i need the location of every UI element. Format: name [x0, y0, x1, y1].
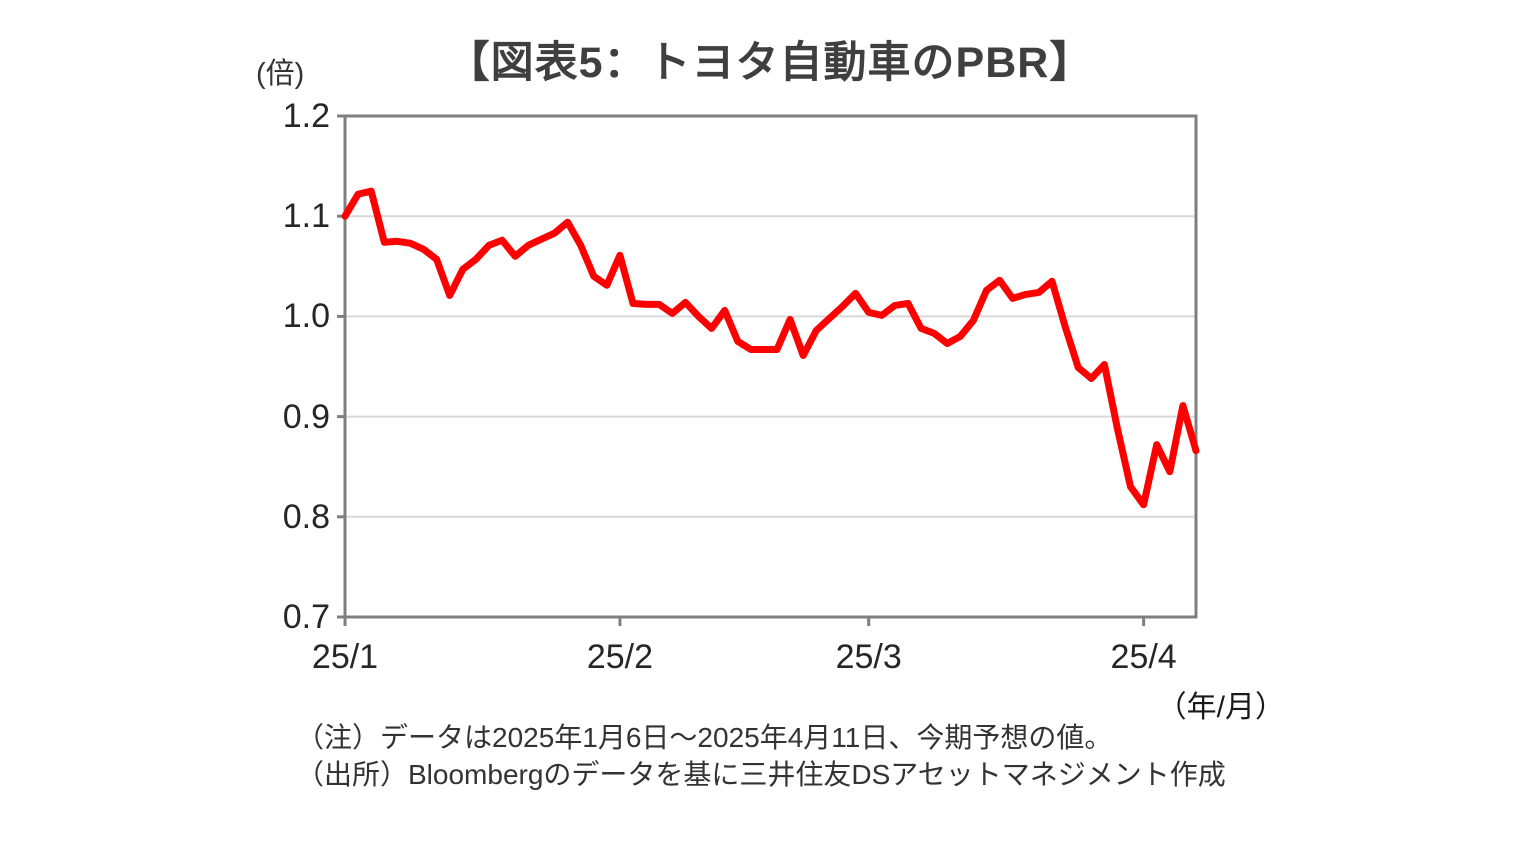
chart-title: 【図表5：トヨタ自動車のPBR】 [446, 39, 1094, 87]
plot-border [343, 114, 1198, 619]
y-tick-label: 0.9 [282, 397, 330, 436]
pbr-line [341, 187, 1200, 509]
y-tick-label: 1.0 [282, 297, 330, 336]
x-tick-label: 25/2 [586, 638, 654, 676]
chart-notes: （注）データは2025年1月6日～2025年4月11日、今期予想の値。 （出所）… [296, 719, 1226, 793]
source-line: （出所）Bloombergのデータを基に三井住友DSアセットマネジメント作成 [296, 759, 1226, 790]
y-tick-label: 1.1 [282, 197, 330, 236]
x-tick-label: 25/3 [835, 638, 902, 676]
x-axis-unit-label: （年/月） [1156, 691, 1285, 724]
x-tick-label: 25/1 [311, 638, 379, 676]
note-line: （注）データは2025年1月6日～2025年4月11日、今期予想の値。 [296, 722, 1113, 753]
y-axis-unit-label: (倍) [256, 58, 305, 90]
y-tick-label: 0.7 [282, 598, 330, 636]
y-tick-label: 0.8 [282, 497, 330, 536]
y-tick-label: 1.2 [282, 97, 330, 135]
x-tick-label: 25/4 [1110, 638, 1177, 676]
